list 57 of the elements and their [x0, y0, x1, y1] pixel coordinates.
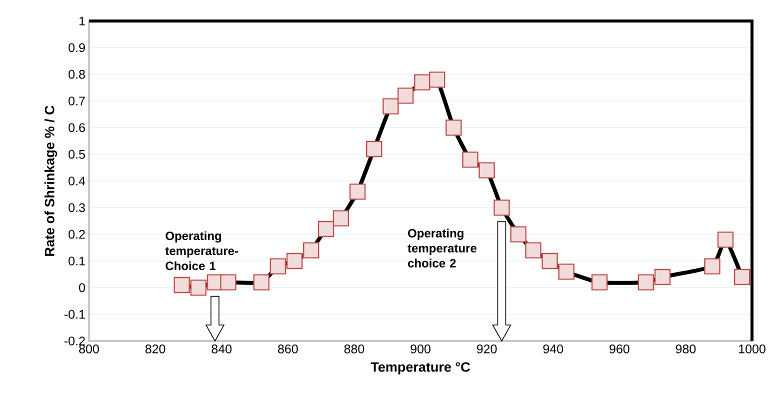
point [704, 258, 720, 274]
x-tick-label: 920 [476, 344, 497, 354]
y-tick-label: -0.2 [64, 336, 85, 346]
y-tick-label: 0.9 [68, 43, 85, 52]
point [558, 264, 574, 280]
y-tick-label: 0 [79, 283, 86, 292]
point [717, 232, 734, 248]
y-tick-label: 0.7 [68, 96, 85, 106]
y-tick-label: 0.5 [68, 150, 85, 159]
x-tick-label: 860 [278, 344, 298, 354]
y-tick-label: 0.2 [68, 230, 85, 239]
point [494, 200, 510, 216]
y-tick-label: 0.8 [68, 70, 85, 79]
point [220, 274, 236, 290]
x-tick-label: 960 [610, 344, 630, 354]
y-tick-label: 0.6 [68, 123, 85, 132]
point [542, 252, 558, 270]
point [478, 162, 495, 178]
x-tick-label: 900 [410, 344, 430, 354]
x-tick-label: 800 [79, 344, 99, 354]
x-tick-label: 880 [344, 344, 364, 354]
y-tick-label: -0.1 [64, 310, 85, 319]
x-tick-label: 820 [145, 344, 166, 354]
point [190, 280, 207, 296]
point [332, 210, 350, 226]
point [270, 258, 286, 274]
point [525, 242, 542, 258]
y-tick-label: 0.3 [68, 203, 85, 212]
x-tick-label: 1000 [739, 344, 766, 354]
point [734, 268, 750, 286]
point [366, 140, 382, 158]
point [174, 276, 190, 294]
point [654, 268, 671, 286]
point [638, 274, 654, 290]
x-tick-label: 840 [212, 344, 232, 354]
x-tick-label: 980 [676, 344, 696, 354]
point [428, 72, 446, 88]
y-tick-label: 1 [79, 16, 85, 26]
y-tick-label: 0.1 [68, 256, 85, 266]
y-tick-label: 0.4 [68, 176, 86, 186]
annotation: Operating temperature choice 2 [408, 228, 476, 268]
y-axis-title: Rate of Shrinkage % / C [44, 106, 58, 256]
point [397, 88, 414, 104]
point [349, 184, 366, 200]
point [253, 274, 270, 290]
annotation: Operating temperature-Choice 1 [165, 231, 238, 270]
point [462, 152, 478, 168]
point [286, 252, 303, 270]
point [414, 74, 430, 90]
point [591, 274, 608, 290]
x-tick-label: 940 [543, 344, 564, 354]
point [510, 226, 526, 242]
point [446, 120, 462, 136]
point [382, 98, 399, 114]
x-axis-title: Temperature °C [370, 362, 470, 374]
point [303, 242, 320, 258]
point [318, 220, 334, 238]
